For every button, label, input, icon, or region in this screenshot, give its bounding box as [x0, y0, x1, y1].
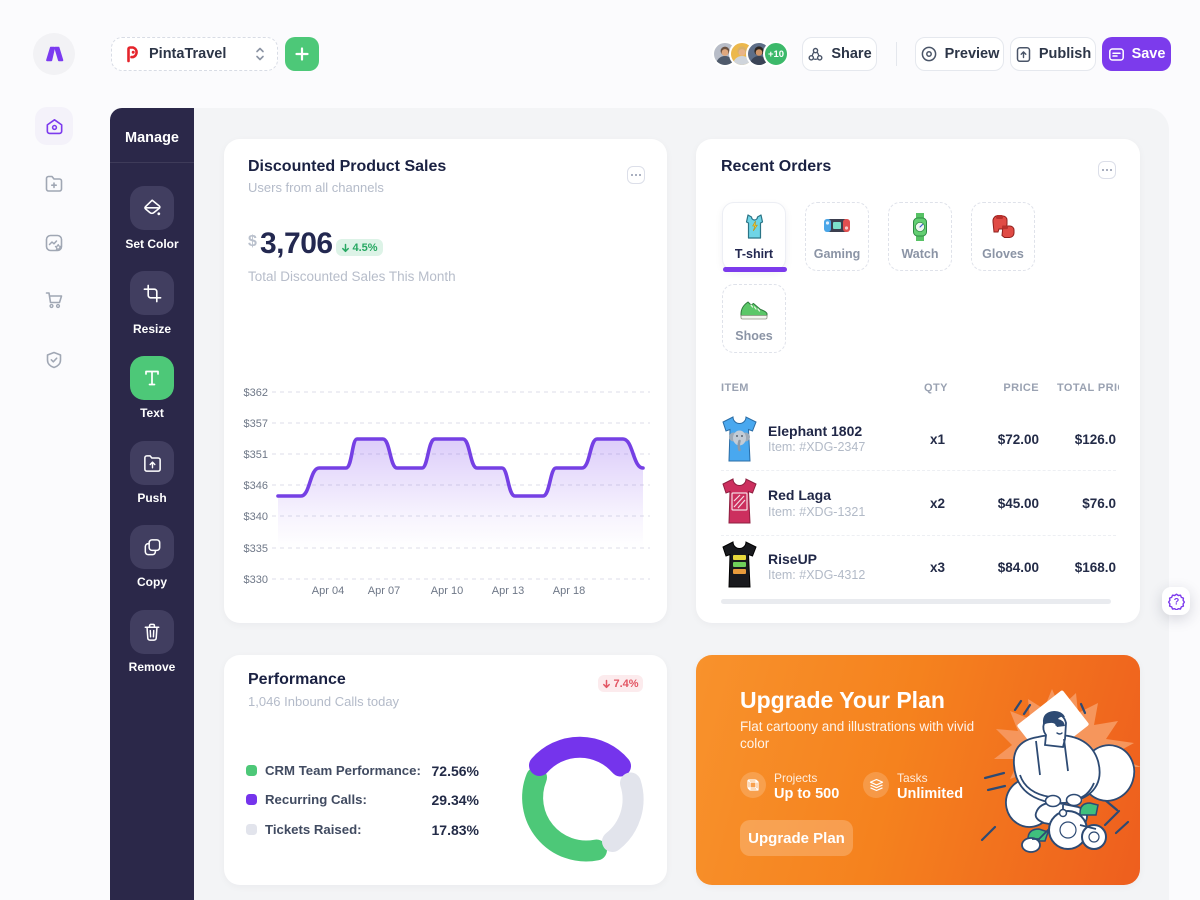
svg-text:Apr 18: Apr 18 [553, 585, 585, 597]
svg-text:?: ? [1173, 596, 1179, 606]
svg-text:$340: $340 [244, 511, 268, 523]
svg-text:$357: $357 [244, 418, 268, 430]
svg-text:$351: $351 [244, 449, 268, 461]
svg-text:$346: $346 [244, 480, 268, 492]
svg-text:Apr 04: Apr 04 [312, 585, 344, 597]
svg-text:$362: $362 [244, 387, 268, 399]
svg-text:$335: $335 [244, 543, 268, 555]
svg-text:Apr 07: Apr 07 [368, 585, 400, 597]
svg-text:$330: $330 [244, 574, 268, 586]
svg-text:Apr 13: Apr 13 [492, 585, 524, 597]
svg-text:Apr 10: Apr 10 [431, 585, 463, 597]
